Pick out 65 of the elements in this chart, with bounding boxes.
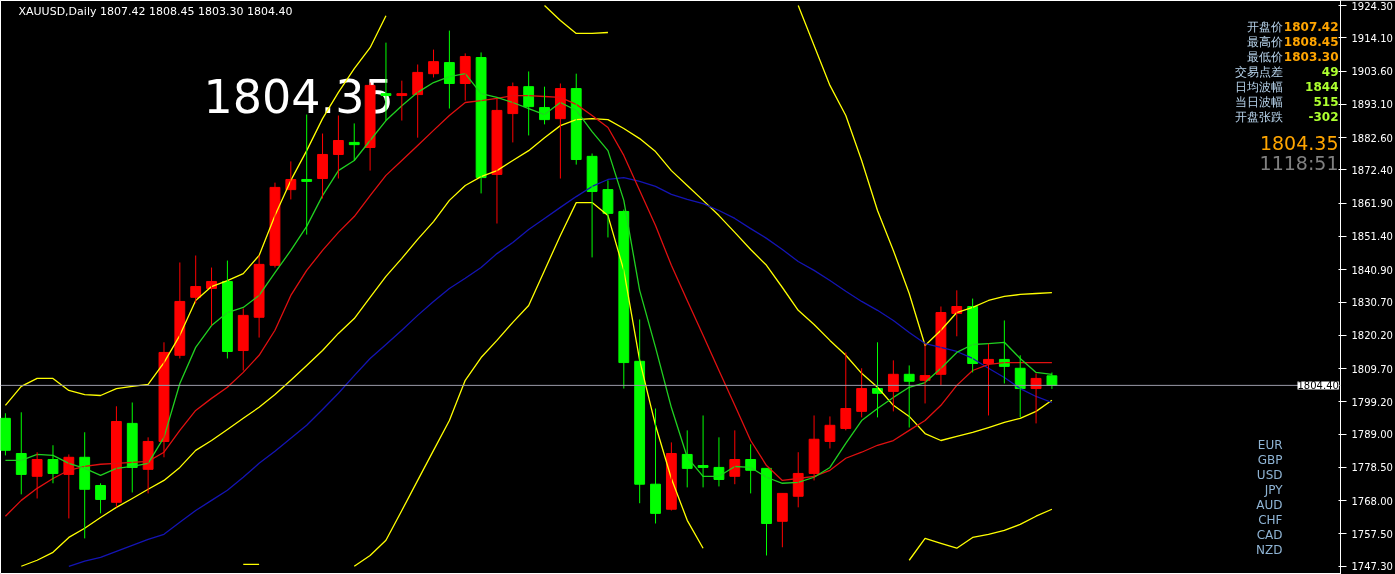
y-tick-label: 1872.40 — [1351, 164, 1393, 176]
ref-line-label: 1804.40 — [1297, 380, 1339, 392]
candlestick — [650, 408, 661, 524]
text: 开盘张跌 — [1234, 109, 1283, 124]
y-tick-label: 1757.50 — [1351, 528, 1393, 540]
text: USD — [1256, 467, 1283, 482]
y-tick-label: 1778.50 — [1351, 462, 1393, 474]
text: 49 — [1321, 65, 1339, 79]
candlestick — [776, 492, 788, 548]
candlestick — [634, 318, 646, 504]
candlestick — [332, 114, 344, 180]
text: EUR — [1257, 437, 1283, 452]
line-series — [68, 176, 1053, 567]
candlestick — [301, 114, 313, 236]
candlestick — [237, 307, 249, 371]
candlestick — [95, 482, 106, 514]
candlestick — [491, 97, 503, 225]
text: NZD — [1256, 542, 1283, 557]
text: 最高价 — [1246, 34, 1283, 49]
text: AUD — [1256, 497, 1283, 512]
text: 1804.35 — [1259, 131, 1339, 154]
candlestick — [110, 405, 122, 508]
candlestick — [47, 444, 59, 484]
candlestick — [840, 351, 852, 431]
candlestick — [903, 364, 915, 429]
text: -302 — [1308, 110, 1339, 124]
text: JPY — [1263, 482, 1284, 497]
y-tick-label: 1830.70 — [1351, 297, 1393, 309]
text: CHF — [1258, 512, 1283, 527]
y-tick-label: 1924.30 — [1351, 0, 1393, 12]
candlestick — [317, 133, 328, 199]
candlestick — [856, 367, 868, 418]
text: 1808.45 — [1283, 35, 1339, 49]
y-tick-label: 1747.30 — [1351, 561, 1393, 573]
text: 1807.42 — [1283, 20, 1339, 34]
text: 日均波幅 — [1234, 79, 1283, 94]
y-tick-label: 1799.20 — [1351, 396, 1393, 408]
candlestick — [396, 80, 408, 122]
y-tick-label: 1840.90 — [1351, 264, 1393, 276]
y-tick-label: 1851.40 — [1351, 231, 1393, 243]
y-tick-label: 1768.00 — [1351, 495, 1393, 507]
y-tick-label: 1789.00 — [1351, 429, 1393, 441]
y-tick-label: 1809.70 — [1351, 363, 1393, 375]
text: XAUUSD,Daily 1807.42 1808.45 1803.30 1804.40 — [18, 5, 293, 18]
text: GBP — [1257, 452, 1283, 467]
text: 最低价 — [1246, 49, 1283, 64]
y-tick-label: 1820.20 — [1351, 330, 1393, 342]
text: 当日波幅 — [1234, 94, 1283, 109]
candlestick — [697, 414, 709, 488]
text: 交易点差 — [1234, 64, 1283, 79]
candlestick — [602, 179, 614, 238]
text: 1803.30 — [1283, 50, 1339, 64]
y-tick-label: 1893.10 — [1351, 99, 1393, 111]
line-series — [20, 118, 1053, 567]
text: 开盘价 — [1246, 19, 1283, 34]
text: 515 — [1313, 95, 1339, 109]
candlestick — [190, 255, 202, 304]
text: 1844 — [1305, 80, 1339, 94]
y-tick-label: 1903.60 — [1351, 66, 1393, 78]
y-tick-label: 1914.10 — [1351, 32, 1393, 44]
text: 1118:51 — [1259, 151, 1339, 174]
y-tick-label: 1861.90 — [1351, 198, 1393, 210]
text: CAD — [1256, 527, 1283, 542]
y-tick-label: 1882.60 — [1351, 132, 1393, 144]
candlestick — [428, 49, 439, 78]
